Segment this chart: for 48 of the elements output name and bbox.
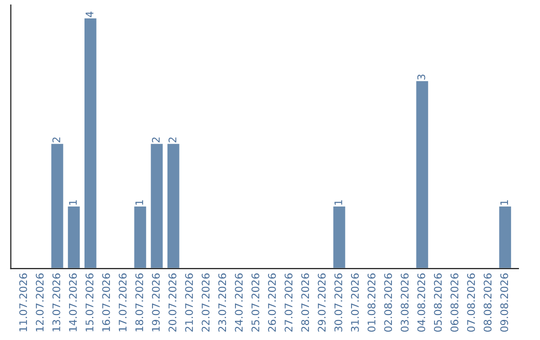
x-tick-label: 30.07.2026 [334, 273, 342, 332]
x-tick-label: 22.07.2026 [202, 273, 210, 332]
data-label: 1 [69, 200, 77, 205]
x-tick-label: 05.08.2026 [434, 273, 442, 332]
bar [50, 142, 65, 269]
bar [83, 16, 98, 269]
x-tick-label: 04.08.2026 [417, 273, 426, 332]
data-label: 2 [52, 138, 60, 142]
bar [132, 205, 148, 269]
x-tick-label: 21.07.2026 [185, 273, 193, 332]
data-label: 1 [334, 200, 342, 205]
x-tick-label: 17.07.2026 [118, 273, 127, 332]
data-label: 2 [168, 138, 176, 142]
data-label: 1 [500, 200, 508, 205]
data-label: 3 [417, 74, 426, 80]
x-tick-label: 23.07.2026 [218, 273, 226, 332]
x-tick-label: 28.07.2026 [301, 273, 310, 332]
data-label: 4 [86, 12, 94, 18]
x-tick-label: 26.07.2026 [268, 273, 276, 332]
x-tick-label: 18.07.2026 [135, 273, 144, 332]
x-tick-label: 13.07.2026 [52, 273, 60, 332]
x-tick-label: 14.07.2026 [68, 273, 77, 332]
bar [149, 142, 164, 269]
x-tick-label: 03.08.2026 [400, 273, 409, 332]
x-tick-label: 29.07.2026 [318, 273, 326, 332]
x-tick-label: 08.08.2026 [484, 273, 492, 332]
data-label: 2 [152, 138, 160, 142]
x-tick-label: 20.07.2026 [168, 273, 176, 332]
x-tick-label: 24.07.2026 [234, 273, 243, 332]
x-tick-label: 31.07.2026 [350, 273, 359, 332]
x-tick-label: 07.08.2026 [467, 273, 475, 332]
x-tick-label: 27.07.2026 [284, 273, 293, 332]
x-tick-label: 15.07.2026 [86, 273, 94, 332]
bar [66, 205, 82, 269]
x-tick-label: 11.07.2026 [19, 273, 28, 332]
x-tick-label: 25.07.2026 [251, 273, 260, 332]
x-tick-label: 09.08.2026 [500, 273, 508, 332]
bar [166, 142, 181, 269]
data-label: 1 [135, 200, 144, 205]
x-tick-label: 16.07.2026 [102, 273, 110, 332]
x-tick-label: 01.08.2026 [368, 273, 376, 332]
x-tick-label: 02.08.2026 [384, 273, 392, 332]
x-tick-label: 19.07.2026 [152, 273, 160, 332]
x-tick-label: 06.08.2026 [450, 273, 458, 332]
x-tick-label: 12.07.2026 [36, 273, 44, 332]
bar [498, 205, 512, 269]
bar [414, 80, 430, 269]
bar [332, 205, 347, 269]
